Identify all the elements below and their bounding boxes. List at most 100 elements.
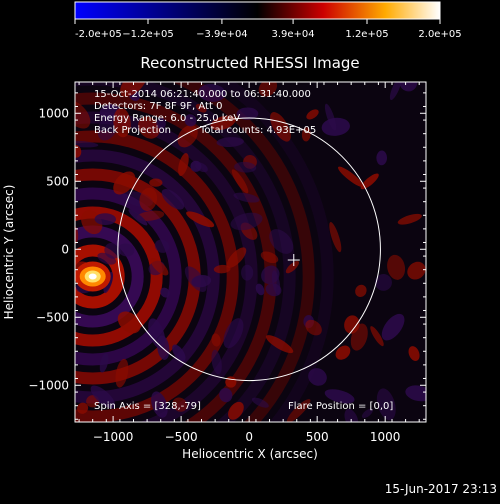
image-blob (241, 264, 254, 281)
image-blob (260, 251, 279, 264)
chart-title: Reconstructed RHESSI Image (140, 54, 359, 72)
fringe-ring (75, 82, 296, 422)
image-blob (99, 353, 109, 373)
image-blob (265, 335, 294, 354)
image-blob (387, 254, 406, 280)
y-tick-label: 1000 (38, 106, 69, 120)
image-blob (286, 399, 311, 422)
image-blob (117, 243, 135, 257)
image-blob (376, 150, 388, 166)
image-blob (184, 114, 197, 127)
timestamp: 15-Jun-2017 23:13 (385, 482, 497, 496)
image-blob (407, 261, 426, 280)
x-tick-label: 1000 (370, 430, 401, 444)
image-blob (90, 385, 116, 409)
image-blob (172, 397, 188, 412)
annotation-energy: Energy Range: 6.0 - 25.0 keV (94, 113, 240, 124)
image-blob (255, 283, 265, 296)
image-blob (211, 333, 221, 347)
image-blob (397, 213, 422, 225)
annotation-method: Back Projection (94, 125, 171, 136)
colorbar-tick-label: 1.2e+05 (345, 29, 388, 40)
image-blob (160, 287, 170, 298)
image-blob (370, 326, 384, 347)
image-blob (381, 313, 405, 341)
plot-image (75, 82, 426, 422)
image-blob (75, 144, 82, 158)
image-blob (270, 112, 291, 142)
colorbar-tick-label: 3.9e+04 (272, 29, 315, 40)
image-blob (355, 284, 367, 297)
image-blob (337, 166, 364, 188)
image-blob (375, 273, 392, 291)
fringe-ring (75, 244, 125, 309)
image-blob (329, 222, 342, 253)
x-tick-label: 0 (245, 430, 253, 444)
image-blob (285, 261, 300, 274)
image-blob (157, 335, 170, 360)
image-blob (117, 311, 141, 334)
image-blob (258, 82, 278, 97)
y-axis: −1000 −500 0 500 1000 (28, 92, 426, 420)
solar-limb (117, 117, 381, 382)
colorbar-tick-label: 2.0e+05 (418, 29, 461, 40)
image-blob (75, 100, 91, 129)
x-tick-label: −1000 (93, 430, 134, 444)
colorbar (74, 1, 441, 20)
image-blob (305, 319, 322, 336)
image-blob (251, 397, 269, 408)
image-blob (178, 153, 189, 177)
plot-frame (74, 81, 427, 423)
image-blob (186, 211, 215, 228)
image-blob (213, 264, 231, 274)
image-blob (234, 161, 257, 173)
image-blob (195, 162, 208, 173)
image-blob (139, 187, 158, 212)
image-blob (184, 266, 207, 292)
annotation-detectors: Detectors: 7F 8F 9F, Att 0 (94, 101, 222, 112)
image-blob (77, 402, 89, 414)
image-blob (230, 212, 263, 231)
y-axis-label: Heliocentric Y (arcsec) (2, 185, 16, 320)
image-blob (324, 389, 355, 404)
image-blob (156, 117, 166, 130)
y-tick-label: −1000 (28, 378, 69, 392)
flare-position-label: Flare Position = [0,0] (288, 401, 393, 412)
image-blob (405, 385, 426, 402)
image-blob (172, 344, 186, 362)
fringe-pattern (75, 82, 334, 422)
image-blob (75, 140, 99, 148)
image-blob (361, 408, 373, 419)
colorbar-tick-label: −3.9e+04 (196, 29, 248, 40)
image-blob (301, 127, 311, 142)
image-blob (408, 346, 420, 362)
colorbar-ticks: -2.0e+05 −1.2e+05 −3.9e+04 3.9e+04 1.2e+05 2.… (74, 19, 462, 40)
image-blob (161, 189, 185, 210)
image-blob (97, 114, 119, 141)
image-blob (399, 82, 418, 92)
image-blob (138, 116, 160, 139)
image-blob (233, 192, 260, 203)
image-blob (219, 387, 233, 403)
fringe-ring (75, 130, 239, 422)
image-blob (389, 82, 402, 101)
image-blob (306, 109, 319, 120)
image-blob (376, 388, 396, 421)
image-blob (154, 239, 170, 253)
fringe-ring (75, 187, 182, 366)
image-blob (113, 171, 136, 195)
image-blob (335, 345, 351, 360)
image-blob (115, 358, 129, 388)
x-tick-label: 500 (306, 430, 329, 444)
flare-source (75, 261, 111, 292)
image-blob (97, 252, 117, 265)
image-blob (223, 318, 244, 349)
spin-axis-marker (287, 254, 300, 267)
image-blob (231, 169, 249, 194)
image-blob (195, 103, 207, 113)
spin-axis-label: Spin Axis = [328,-79] (94, 401, 201, 412)
image-blob (269, 229, 294, 254)
image-blob (128, 209, 148, 226)
